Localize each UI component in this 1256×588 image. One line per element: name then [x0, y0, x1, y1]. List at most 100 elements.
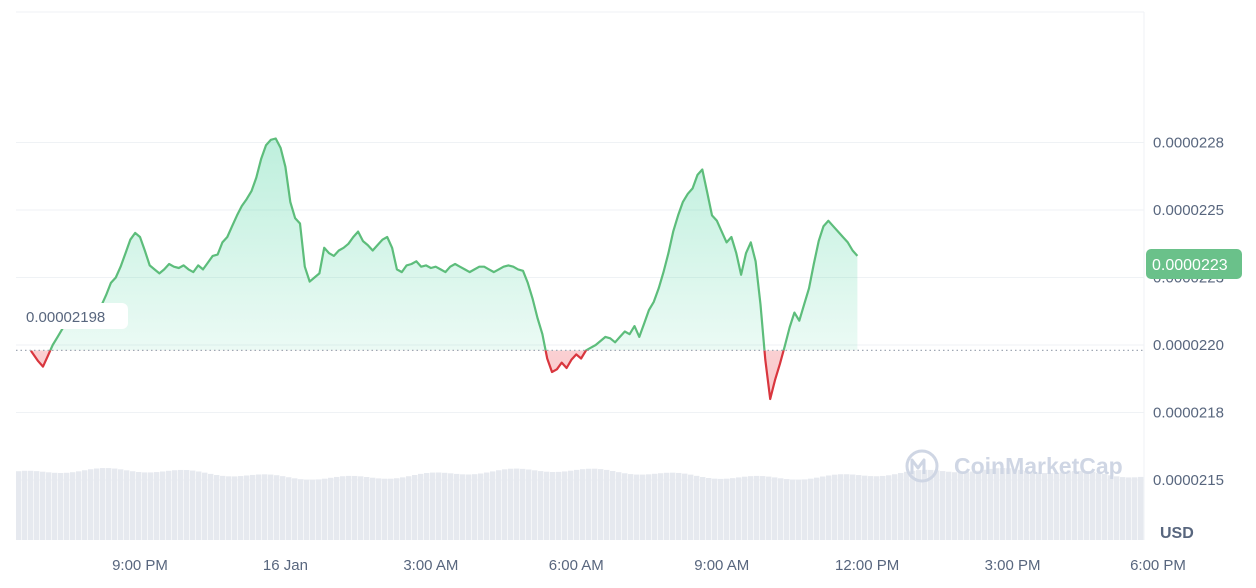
volume-bar — [862, 475, 868, 540]
volume-bar — [112, 468, 118, 540]
plot-frame — [16, 11, 1145, 540]
volume-bar — [676, 472, 682, 540]
volume-bar — [574, 469, 580, 540]
volume-bar — [556, 471, 562, 540]
volume-bar — [148, 472, 154, 540]
volume-bar — [538, 471, 544, 540]
volume-bar — [70, 472, 76, 540]
volume-bar — [904, 471, 910, 540]
volume-bar — [958, 472, 964, 540]
volume-bar — [508, 468, 514, 540]
volume-bar — [628, 474, 634, 540]
volume-bar — [952, 472, 958, 540]
volume-bar — [580, 469, 586, 540]
volume-bar — [610, 470, 616, 540]
volume-bar — [892, 474, 898, 540]
volume-bar — [454, 473, 460, 540]
volume-bar — [1030, 471, 1036, 540]
volume-bar — [838, 474, 844, 540]
volume-bar — [394, 478, 400, 540]
volume-bar — [712, 478, 718, 540]
volume-bar — [1084, 471, 1090, 540]
volume-bar — [718, 478, 724, 540]
volume-bar — [64, 472, 70, 540]
volume-bar — [1018, 469, 1024, 540]
volume-bar — [376, 478, 382, 540]
volume-bar — [298, 479, 304, 540]
volume-bar — [202, 472, 208, 540]
open-price-label: 0.00002198 — [20, 303, 128, 329]
volume-bar — [982, 469, 988, 540]
volume-bar — [532, 470, 538, 540]
volume-bar — [226, 476, 232, 540]
volume-bar — [1120, 477, 1126, 540]
volume-bar — [550, 471, 556, 540]
volume-bar — [364, 476, 370, 540]
volume-bar — [1054, 472, 1060, 540]
volume-bar — [196, 471, 202, 540]
volume-bar — [1102, 474, 1108, 540]
volume-bar — [496, 470, 502, 540]
watermark-text: CoinMarketCap — [954, 453, 1123, 479]
volume-bar — [358, 476, 364, 540]
volume-bar — [388, 478, 394, 540]
volume-bar — [40, 471, 46, 540]
volume-bar — [448, 473, 454, 540]
x-tick-label: 6:00 AM — [549, 557, 604, 574]
volume-bar — [58, 472, 64, 540]
volume-bar — [934, 470, 940, 540]
volume-bar — [622, 473, 628, 540]
volume-bar — [352, 475, 358, 540]
volume-bar — [124, 470, 130, 540]
volume-bar — [1114, 476, 1120, 540]
x-tick-label: 9:00 PM — [112, 557, 168, 574]
volume-bar — [658, 473, 664, 540]
volume-bar — [1108, 475, 1114, 540]
volume-bar — [310, 479, 316, 540]
volume-bar — [604, 469, 610, 540]
x-tick-label: 3:00 AM — [403, 557, 458, 574]
x-tick-label: 12:00 PM — [835, 557, 899, 574]
volume-bar — [268, 474, 274, 540]
volume-bar — [478, 473, 484, 540]
volume-bar — [526, 469, 532, 540]
volume-bar — [724, 478, 730, 540]
volume-bar — [52, 472, 58, 540]
volume-bar — [682, 473, 688, 540]
volume-bar — [784, 479, 790, 540]
volume-bar — [736, 477, 742, 540]
volume-bar — [16, 471, 22, 540]
volume-bar — [142, 472, 148, 540]
y-tick-label: 0.0000225 — [1153, 202, 1224, 219]
volume-bar — [964, 472, 970, 540]
volume-bar — [514, 468, 520, 540]
volume-bar — [418, 473, 424, 540]
volume-bar — [928, 469, 934, 540]
volume-bar — [490, 471, 496, 540]
volume-bar — [994, 468, 1000, 540]
volume-bar — [562, 471, 568, 540]
x-tick-label: 3:00 PM — [985, 557, 1041, 574]
volume-bar — [1090, 471, 1096, 540]
volume-bar — [1060, 472, 1066, 540]
volume-bar — [136, 471, 142, 540]
volume-bar — [1126, 477, 1132, 540]
volume-bar — [430, 472, 436, 540]
volume-bar — [412, 475, 418, 540]
volume-bar — [370, 477, 376, 540]
volume-bar — [22, 470, 28, 540]
volume-bar — [256, 474, 262, 540]
volume-bar — [694, 475, 700, 540]
volume-bar — [100, 468, 106, 540]
price-area-down — [30, 350, 858, 399]
volume-bar — [802, 479, 808, 540]
volume-bar — [322, 478, 328, 540]
volume-bar — [106, 468, 112, 540]
volume-bar — [586, 468, 592, 540]
volume-bar — [130, 471, 136, 540]
volume-bar — [1000, 468, 1006, 540]
volume-bar — [778, 478, 784, 540]
volume-bar — [154, 472, 160, 540]
volume-bar — [304, 479, 310, 540]
volume-bar — [826, 475, 832, 540]
